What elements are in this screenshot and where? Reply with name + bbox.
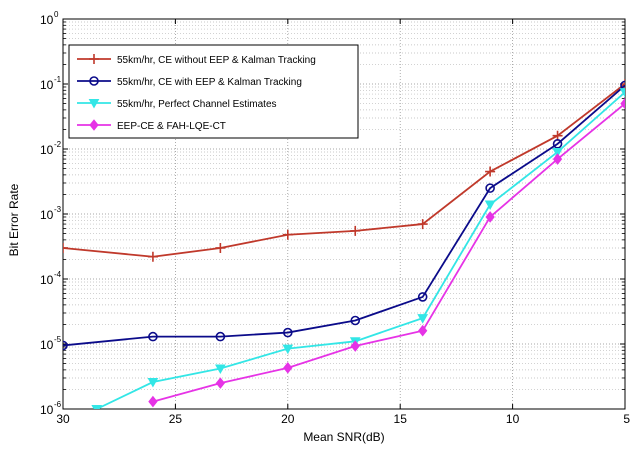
series-line [152,102,625,403]
y-tick-exponent: 0 [54,10,59,19]
data-point-marker [417,314,429,324]
y-tick-exponent: -5 [54,335,62,344]
legend-entry-label: 55km/hr, CE with EEP & Kalman Tracking [117,77,302,88]
y-tick-label: 10 [40,208,54,222]
y-tick-exponent: -6 [54,400,62,409]
y-tick-exponent: -2 [54,140,62,149]
legend-entry-label: 55km/hr, CE without EEP & Kalman Trackin… [117,55,316,66]
legend: 55km/hr, CE without EEP & Kalman Trackin… [68,44,359,139]
data-point-marker [417,219,428,230]
legend-marker [89,119,99,131]
y-tick-label: 10 [40,143,54,157]
y-tick-label: 10 [40,338,54,352]
data-point-marker [91,405,103,409]
y-tick-exponent: -3 [54,205,62,214]
data-point-marker [619,88,625,98]
x-axis: 30 25 20 15 10 5 [56,19,630,426]
data-point-marker [485,183,495,193]
legend-box [68,44,359,139]
data-point-marker [283,362,293,374]
legend-marker [89,76,99,86]
data-point-marker [485,211,495,223]
data-point-marker [63,242,68,253]
x-tick-label: 25 [169,412,183,426]
data-point-marker [215,364,226,375]
series-4 [148,97,625,408]
legend-marker [88,99,100,109]
data-point-marker [485,166,496,177]
data-point-marker [417,292,428,302]
series-1 [63,79,625,262]
data-point-marker [282,327,293,338]
y-tick-label: 10 [40,403,54,417]
legend-marker [89,54,99,64]
legend-entry-label: 55km/hr, Perfect Channel Estimates [117,99,277,110]
legend-entry-label: EEP-CE & FAH-LQE-CT [117,121,226,132]
data-point-marker [418,324,428,337]
y-tick-label: 10 [40,78,54,92]
data-point-marker [148,395,158,408]
data-point-marker [215,331,226,342]
series-layer [63,79,625,409]
y-tick-exponent: -1 [54,75,62,84]
data-point-marker [552,153,563,165]
y-tick-label: 10 [40,13,54,27]
y-axis-title: Bit Error Rate [7,183,21,256]
y-tick-exponent: -4 [54,270,62,279]
data-point-marker [484,200,496,211]
data-point-marker [282,229,293,240]
data-point-marker [552,147,563,158]
data-point-marker [147,378,159,388]
data-point-marker [350,225,361,236]
x-tick-label: 5 [623,412,630,426]
x-tick-label: 10 [506,412,520,426]
x-tick-label: 20 [281,412,295,426]
data-point-marker [350,340,360,352]
x-tick-label: 30 [56,412,70,426]
data-point-marker [350,315,361,326]
x-tick-label: 15 [394,412,408,426]
series-2 [63,80,625,351]
data-point-marker [620,80,625,91]
data-point-marker [552,139,563,149]
data-point-marker [620,97,625,110]
y-tick-label: 10 [40,273,54,287]
grid-lines [62,19,626,410]
series-line [63,84,625,347]
x-axis-title: Mean SNR(dB) [303,430,384,444]
data-point-marker [63,340,68,351]
data-point-marker [147,251,158,262]
data-point-marker [282,344,294,355]
data-point-marker [215,377,226,389]
data-point-marker [215,242,226,253]
data-point-marker [148,331,158,342]
